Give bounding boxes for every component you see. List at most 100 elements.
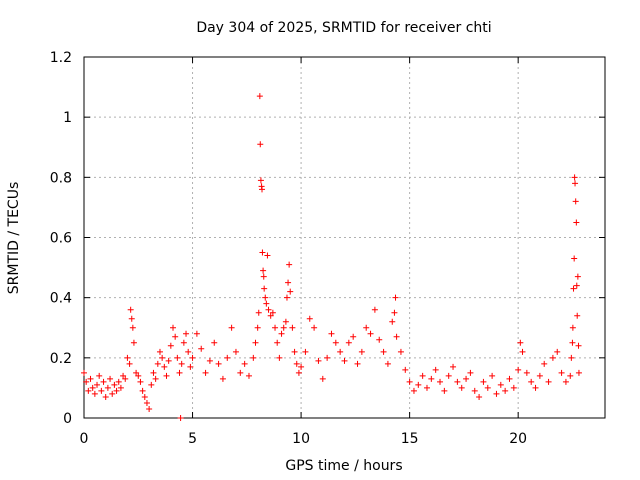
data-point [287,288,294,295]
data-point [332,339,339,346]
data-point [83,378,90,385]
data-point [554,348,561,355]
data-point [293,360,300,367]
data-point [376,336,383,343]
data-point [324,354,331,361]
data-point [172,333,179,340]
y-axis-label: SRMTID / TECUs [6,182,22,295]
data-point [289,324,296,331]
data-point [471,387,478,394]
data-point [260,267,267,274]
data-point [187,363,194,370]
data-point [104,384,111,391]
data-point [282,318,289,325]
data-point [272,324,279,331]
data-point [135,372,142,379]
data-point [228,324,235,331]
data-point [450,363,457,370]
y-tick-label: 0.8 [50,170,72,186]
data-point [265,306,272,313]
data-point [139,387,146,394]
data-point [502,387,509,394]
data-point [467,369,474,376]
data-point [497,381,504,388]
data-point [572,180,579,187]
data-point [259,249,266,256]
data-point [161,363,168,370]
x-tick-label: 5 [188,431,197,447]
data-point [575,369,582,376]
data-point [170,324,177,331]
data-point [306,315,313,322]
data-point [254,324,261,331]
data-point [437,378,444,385]
data-point [260,273,267,280]
data-point [515,366,522,373]
data-point [392,294,399,301]
data-point [81,369,87,376]
data-point [569,339,576,346]
data-point [183,330,190,337]
data-point [358,348,365,355]
data-point [154,360,161,367]
data-point [87,375,94,382]
data-point [574,312,581,319]
data-point [558,369,565,376]
data-point [570,285,577,292]
data-point [85,387,92,394]
data-point [428,375,435,382]
data-point [146,405,153,412]
x-axis-label: GPS time / hours [285,458,402,474]
data-point [96,372,103,379]
data-point [532,384,539,391]
data-point [575,342,582,349]
data-point [354,360,361,367]
data-point [232,348,239,355]
data-point [506,375,513,382]
data-point [122,375,129,382]
data-point [127,306,134,313]
data-point [100,378,107,385]
data-point [98,387,105,394]
data-point [463,375,470,382]
data-point [278,330,285,337]
data-point [311,324,318,331]
data-point [262,294,269,301]
data-point [269,309,276,316]
data-point [130,339,137,346]
data-point [206,357,213,364]
data-point [133,369,140,376]
data-point [255,309,262,316]
data-point [143,399,150,406]
data-point [111,381,118,388]
data-point [264,252,271,259]
data-point [124,354,131,361]
data-point [510,384,517,391]
data-point [519,348,526,355]
x-tick-label: 10 [292,431,310,447]
data-point [150,369,157,376]
data-point [523,369,530,376]
data-points [81,93,582,421]
data-point [219,375,226,382]
data-point [295,369,302,376]
data-point [573,219,580,226]
data-point [261,285,268,292]
data-point [402,366,409,373]
data-point [562,378,569,385]
data-point [568,354,575,361]
data-point [152,375,159,382]
data-point [129,324,136,331]
data-point [298,363,305,370]
data-point [211,339,218,346]
data-point [189,354,196,361]
data-point [167,342,174,349]
data-point [177,415,184,421]
data-point [423,384,430,391]
data-point [267,312,274,319]
data-point [198,345,205,352]
data-point [156,348,163,355]
data-point [432,366,439,373]
data-point [371,306,378,313]
data-point [493,390,500,397]
